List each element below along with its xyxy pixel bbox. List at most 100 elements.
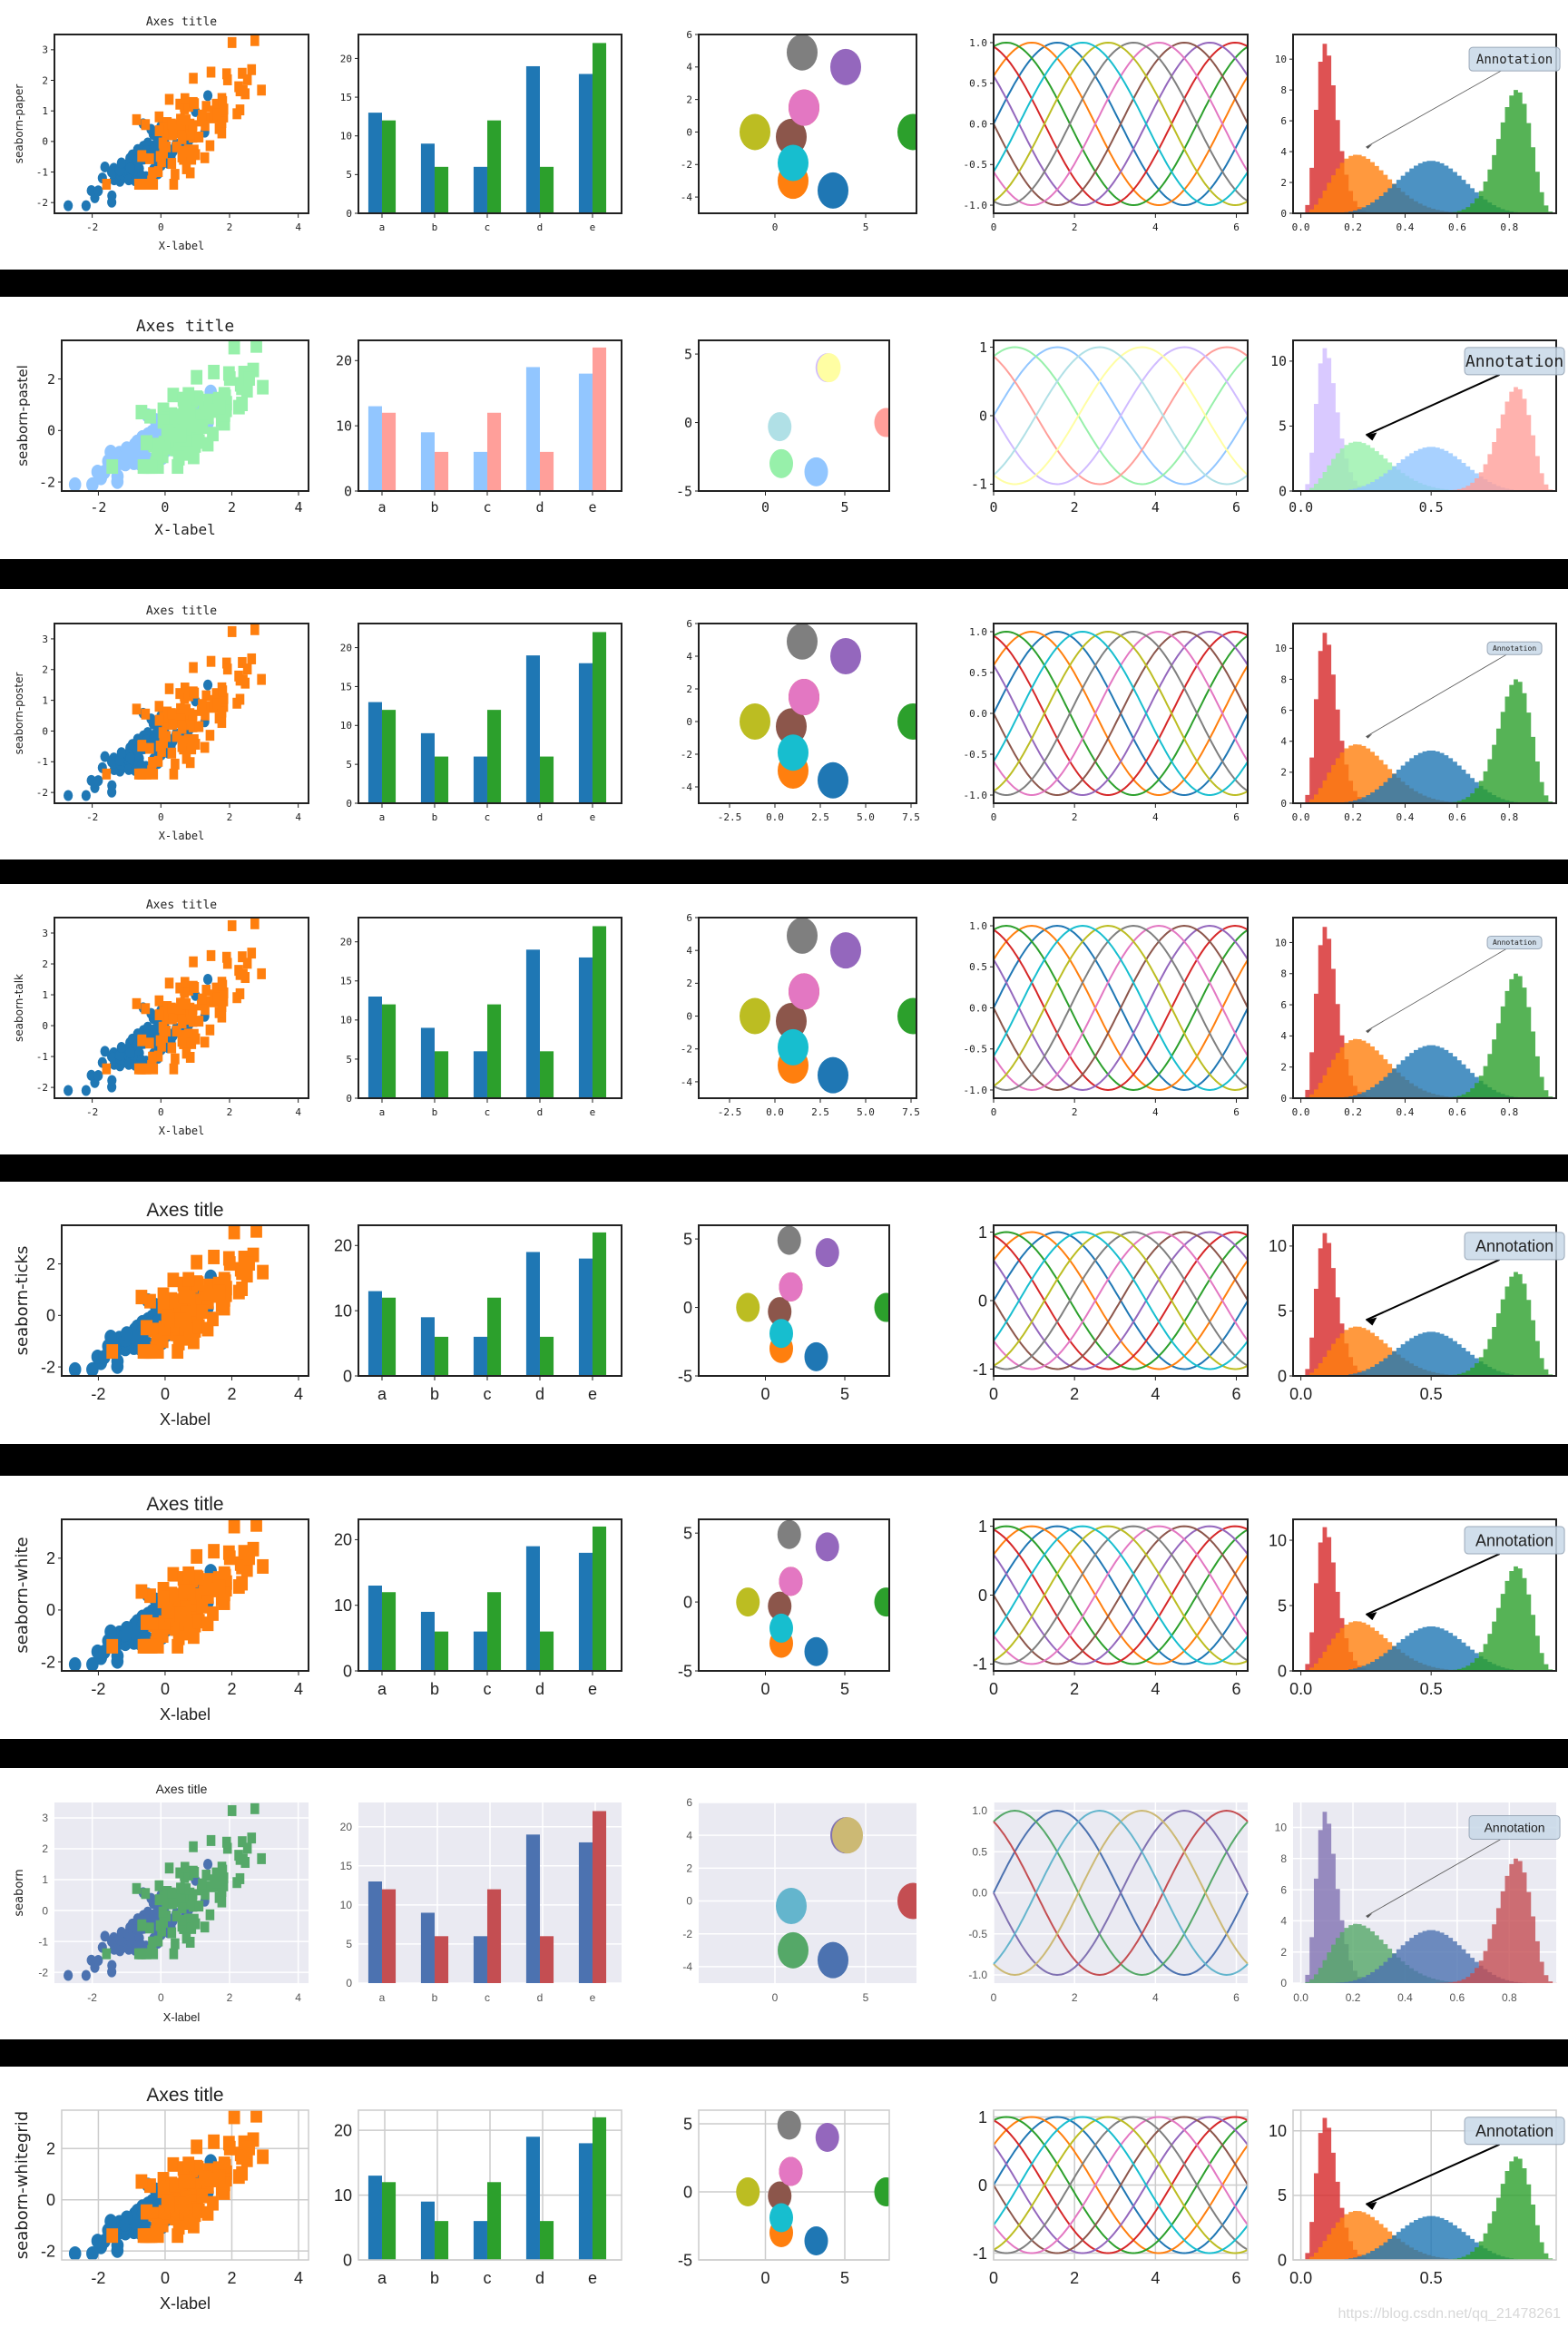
svg-text:0.0: 0.0 [969, 708, 987, 720]
annotation-arrow [1366, 653, 1507, 737]
svg-text:-4: -4 [681, 781, 693, 793]
bar [473, 1631, 487, 1671]
histogram-panel: 0 2 4 6 8 10 0.0 0.2 0.4 0.6 0.8 Annotation [1252, 1768, 1568, 2039]
y-label-style-name: seaborn-paper [13, 84, 25, 164]
svg-text:6: 6 [686, 912, 692, 924]
bar [473, 1336, 487, 1376]
sine-lines-panel: -1 0 1 0 2 4 6 [935, 297, 1252, 559]
svg-text:1: 1 [42, 989, 48, 1001]
svg-text:0.5: 0.5 [972, 1845, 987, 1858]
sine-line [993, 924, 1249, 1092]
svg-text:0: 0 [760, 1680, 769, 1698]
circles-panel: -5 0 5 0 5 [635, 2067, 935, 2328]
sine-line [993, 1525, 1249, 1665]
bar [420, 432, 435, 491]
sine-line [993, 630, 1249, 797]
scatter-panel: -2 -1 0 1 2 3 -2 0 2 4 Axes title X-label seaborn-pa… [0, 0, 313, 270]
svg-text:-1: -1 [36, 1051, 48, 1063]
svg-text:6: 6 [1280, 115, 1287, 127]
bar [525, 1834, 540, 1983]
svg-text:2: 2 [227, 811, 233, 823]
svg-text:-1: -1 [973, 1360, 987, 1379]
svg-text:5: 5 [684, 346, 692, 362]
svg-text:-2: -2 [41, 2242, 55, 2260]
svg-text:0: 0 [46, 2191, 55, 2209]
svg-text:0.5: 0.5 [1420, 1680, 1443, 1698]
svg-text:0.5: 0.5 [1419, 499, 1444, 516]
svg-text:-2: -2 [86, 1106, 98, 1118]
svg-text:1.0: 1.0 [969, 920, 987, 932]
bar [578, 1552, 593, 1671]
annotation-box [1464, 1526, 1565, 1555]
svg-text:d: d [537, 221, 544, 233]
svg-text:-2: -2 [36, 197, 48, 209]
circle-marker [874, 2177, 889, 2206]
svg-text:2: 2 [1072, 1991, 1078, 2004]
svg-text:4: 4 [294, 2269, 303, 2287]
svg-text:0: 0 [1280, 798, 1287, 810]
svg-text:0.2: 0.2 [1346, 1991, 1361, 2004]
svg-text:6: 6 [1280, 1883, 1287, 1896]
svg-text:0: 0 [979, 408, 987, 424]
svg-text:0.2: 0.2 [1344, 1106, 1362, 1118]
svg-text:2: 2 [1072, 1106, 1078, 1118]
svg-text:6: 6 [686, 618, 692, 630]
svg-text:0: 0 [760, 2269, 769, 2287]
svg-text:6: 6 [1232, 1385, 1241, 1403]
svg-text:2: 2 [686, 683, 692, 695]
bar [539, 756, 554, 803]
separator-band [0, 1444, 1568, 1476]
separator-band [0, 859, 1568, 884]
svg-text:6: 6 [1280, 704, 1287, 716]
circle-marker [776, 1002, 807, 1039]
annotation-arrow [1366, 70, 1502, 148]
histogram [1300, 1930, 1562, 1983]
circle-marker [789, 679, 819, 715]
histogram [1300, 447, 1562, 491]
svg-text:2: 2 [46, 1549, 55, 1567]
svg-text:0: 0 [161, 499, 169, 516]
bar [592, 347, 607, 491]
svg-text:20: 20 [340, 1821, 353, 1833]
bar [592, 632, 607, 803]
histogram [1300, 1858, 1562, 1983]
circle-marker [779, 2156, 803, 2186]
circle-marker [768, 412, 792, 442]
svg-text:0: 0 [683, 2183, 692, 2201]
svg-text:-1.0: -1.0 [964, 200, 988, 211]
circle-marker [776, 1887, 807, 1924]
svg-text:20: 20 [340, 53, 352, 64]
circle-marker [779, 1272, 803, 1302]
svg-text:2: 2 [227, 1106, 233, 1118]
svg-text:10: 10 [334, 2186, 352, 2205]
svg-text:c: c [485, 1991, 490, 2004]
svg-text:0: 0 [158, 1991, 164, 2004]
circle-marker [769, 448, 793, 478]
circle-marker [769, 2203, 793, 2233]
annotation-box [1486, 641, 1543, 655]
bar [486, 412, 502, 491]
svg-text:0.5: 0.5 [969, 667, 987, 679]
svg-text:4: 4 [686, 62, 692, 74]
svg-text:15: 15 [340, 681, 352, 693]
circle-marker [815, 2123, 839, 2152]
svg-text:0.0: 0.0 [1292, 811, 1310, 823]
x-label: X-label [159, 240, 205, 252]
bar [368, 702, 382, 803]
svg-text:2: 2 [227, 2269, 236, 2287]
sine-line [993, 1525, 1249, 1665]
histogram-panel: 0 5 10 0.0 0.5 Annotation [1252, 1476, 1568, 1739]
sine-line [993, 1231, 1249, 1370]
circles-panel: -5 0 5 0 5 [635, 297, 935, 559]
circles-panel: -4 -2 0 2 4 6 -2.5 0.0 2.5 5.0 7.5 [635, 589, 935, 859]
row-seaborn-paper: -2 -1 0 1 2 3 -2 0 2 4 Axes title X-label seaborn-pa… [0, 0, 1568, 270]
svg-text:-1: -1 [973, 1655, 987, 1674]
svg-text:-2: -2 [90, 499, 106, 516]
svg-text:-1: -1 [36, 166, 48, 178]
svg-text:0: 0 [158, 1106, 164, 1118]
sine-line [993, 41, 1249, 207]
sine-line [993, 630, 1249, 797]
histogram [1300, 1038, 1562, 1098]
svg-text:10: 10 [334, 1596, 352, 1615]
svg-text:d: d [537, 1106, 544, 1118]
